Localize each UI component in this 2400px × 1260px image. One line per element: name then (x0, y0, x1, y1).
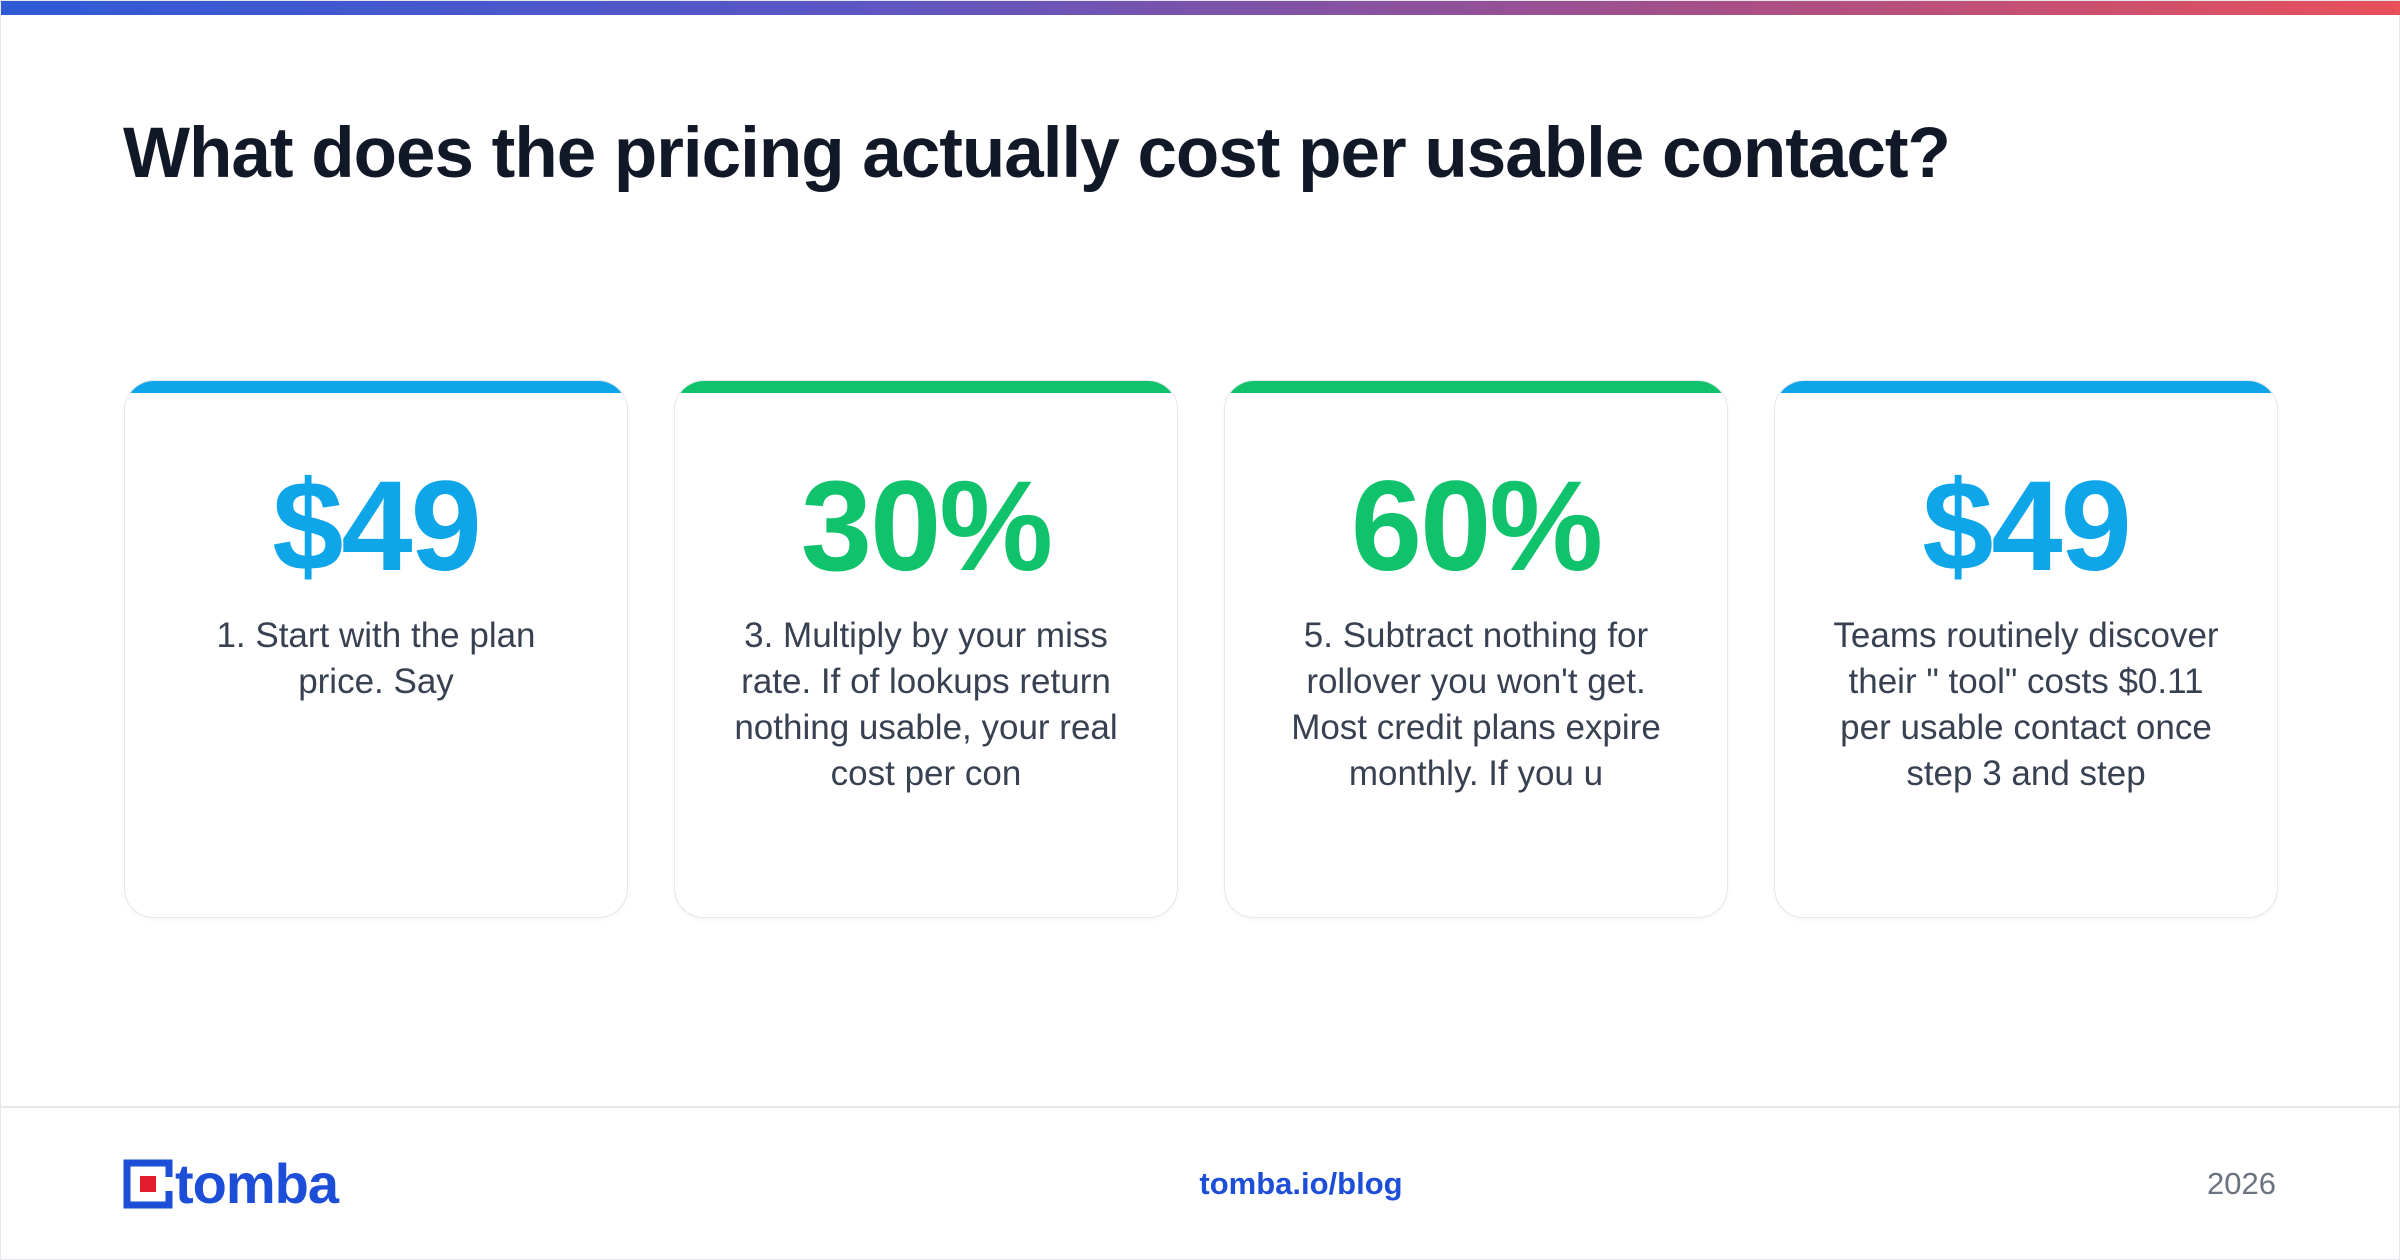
card-accent-bar (1775, 381, 2277, 393)
stat-card-miss-rate: 30% 3. Multiply by your miss rate. If of… (674, 380, 1178, 918)
logo-wordmark: tomba (175, 1152, 339, 1215)
card-accent-bar (1225, 381, 1727, 393)
tomba-logo[interactable]: tomba (123, 1152, 339, 1215)
stat-card-real-cost: $49 Teams routinely discover their " too… (1774, 380, 2278, 918)
stat-description: 1. Start with the plan price. Say (216, 616, 536, 701)
stat-value: 60% (1350, 455, 1603, 598)
footer-divider (1, 1106, 2400, 1108)
stat-value: $49 (1922, 455, 2132, 598)
stat-description: 5. Subtract nothing for rollover you won… (1291, 616, 1661, 793)
stat-value: $49 (272, 455, 482, 598)
stat-value: 30% (800, 455, 1053, 598)
stat-card-plan-price: $49 1. Start with the plan price. Say (124, 380, 628, 918)
page-title: What does the pricing actually cost per … (123, 114, 1951, 193)
footer-year: 2026 (2207, 1166, 2276, 1201)
card-accent-bar (675, 381, 1177, 393)
stat-description: Teams routinely discover their " tool" c… (1833, 616, 2219, 793)
top-gradient-bar (1, 1, 2400, 15)
tomba-logo-icon (123, 1159, 175, 1209)
card-accent-bar (125, 381, 627, 393)
stat-card-rollover: 60% 5. Subtract nothing for rollover you… (1224, 380, 1728, 918)
blog-link[interactable]: tomba.io/blog (1199, 1166, 1403, 1201)
stat-cards: $49 1. Start with the plan price. Say 30… (124, 380, 2278, 918)
stat-description: 3. Multiply by your miss rate. If of loo… (734, 616, 1118, 793)
